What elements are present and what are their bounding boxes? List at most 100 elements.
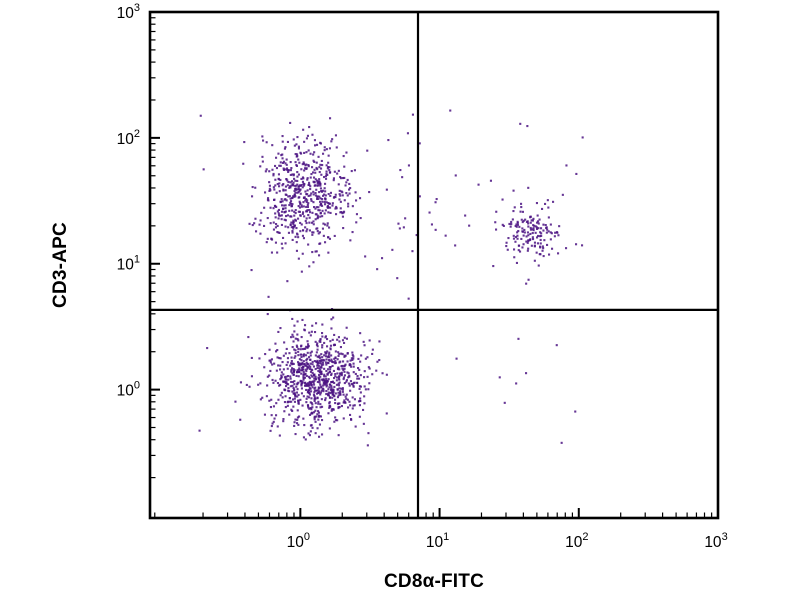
data-point	[296, 153, 299, 156]
data-point	[549, 223, 552, 226]
data-point	[352, 385, 355, 388]
data-point	[347, 205, 350, 208]
data-point	[322, 390, 325, 393]
data-point	[560, 441, 563, 444]
data-point	[516, 234, 519, 237]
y-tick-label: 101	[117, 254, 140, 274]
data-point	[320, 159, 323, 162]
data-point	[535, 226, 538, 229]
data-point	[313, 391, 316, 394]
data-point	[280, 242, 283, 245]
data-point	[294, 433, 297, 436]
data-point	[283, 341, 286, 344]
data-point	[317, 216, 320, 219]
data-point	[251, 186, 254, 189]
data-point	[526, 241, 529, 244]
data-point	[322, 222, 325, 225]
data-point	[329, 191, 332, 194]
data-point	[325, 370, 328, 373]
data-point	[320, 389, 323, 392]
data-point	[272, 221, 275, 224]
data-point	[296, 188, 299, 191]
data-point	[298, 210, 301, 213]
data-point	[290, 336, 293, 339]
data-point	[255, 230, 258, 233]
data-point	[510, 220, 513, 223]
data-point	[307, 363, 310, 366]
data-point	[291, 409, 294, 412]
data-point	[294, 161, 297, 164]
data-point	[292, 173, 295, 176]
data-point	[532, 217, 535, 220]
data-point	[294, 191, 297, 194]
data-point	[271, 363, 274, 366]
data-point	[277, 212, 280, 215]
data-point	[359, 217, 362, 220]
data-point	[282, 167, 285, 170]
data-point	[289, 173, 292, 176]
data-point	[328, 401, 331, 404]
data-point	[296, 369, 299, 372]
data-point	[334, 193, 337, 196]
data-point	[418, 142, 421, 145]
data-point	[300, 387, 303, 390]
data-point	[364, 357, 367, 360]
data-point	[288, 390, 291, 393]
data-point	[338, 198, 341, 201]
data-point	[340, 405, 343, 408]
data-point	[302, 354, 305, 357]
data-point	[297, 236, 300, 239]
data-point	[285, 178, 288, 181]
data-point	[314, 218, 317, 221]
data-point	[316, 227, 319, 230]
data-point	[314, 250, 317, 253]
data-point	[272, 228, 275, 231]
data-point	[352, 362, 355, 365]
data-point	[355, 221, 358, 224]
data-point	[368, 367, 371, 370]
data-point	[206, 347, 209, 350]
y-tick-label: 102	[117, 128, 140, 148]
data-point	[280, 377, 283, 380]
data-point	[300, 336, 303, 339]
data-point	[284, 377, 287, 380]
data-point	[310, 350, 313, 353]
data-point	[294, 187, 297, 190]
data-point	[434, 201, 437, 204]
data-point	[337, 354, 340, 357]
plot-frame-rect	[148, 10, 720, 520]
data-point	[345, 337, 348, 340]
data-point	[324, 182, 327, 185]
data-point	[308, 216, 311, 219]
data-point	[529, 215, 532, 218]
data-point	[326, 356, 329, 359]
data-point	[333, 381, 336, 384]
data-point	[267, 295, 270, 298]
data-point	[331, 338, 334, 341]
data-point	[266, 237, 269, 240]
data-point	[313, 399, 316, 402]
data-point	[285, 215, 288, 218]
data-point	[345, 326, 348, 329]
data-point	[338, 340, 341, 343]
data-point	[330, 408, 333, 411]
data-point	[282, 354, 285, 357]
data-point	[285, 375, 288, 378]
data-point	[264, 353, 267, 356]
data-point	[287, 383, 290, 386]
data-point	[343, 354, 346, 357]
data-point	[281, 204, 284, 207]
data-point	[315, 206, 318, 209]
data-point	[581, 136, 584, 139]
data-point	[324, 223, 327, 226]
data-point	[333, 343, 336, 346]
data-point	[434, 228, 437, 231]
data-point	[291, 180, 294, 183]
data-point	[275, 191, 278, 194]
data-point	[309, 407, 312, 410]
data-point	[527, 186, 530, 189]
data-point	[285, 199, 288, 202]
data-point	[312, 365, 315, 368]
data-point	[312, 374, 315, 377]
data-point	[290, 362, 293, 365]
